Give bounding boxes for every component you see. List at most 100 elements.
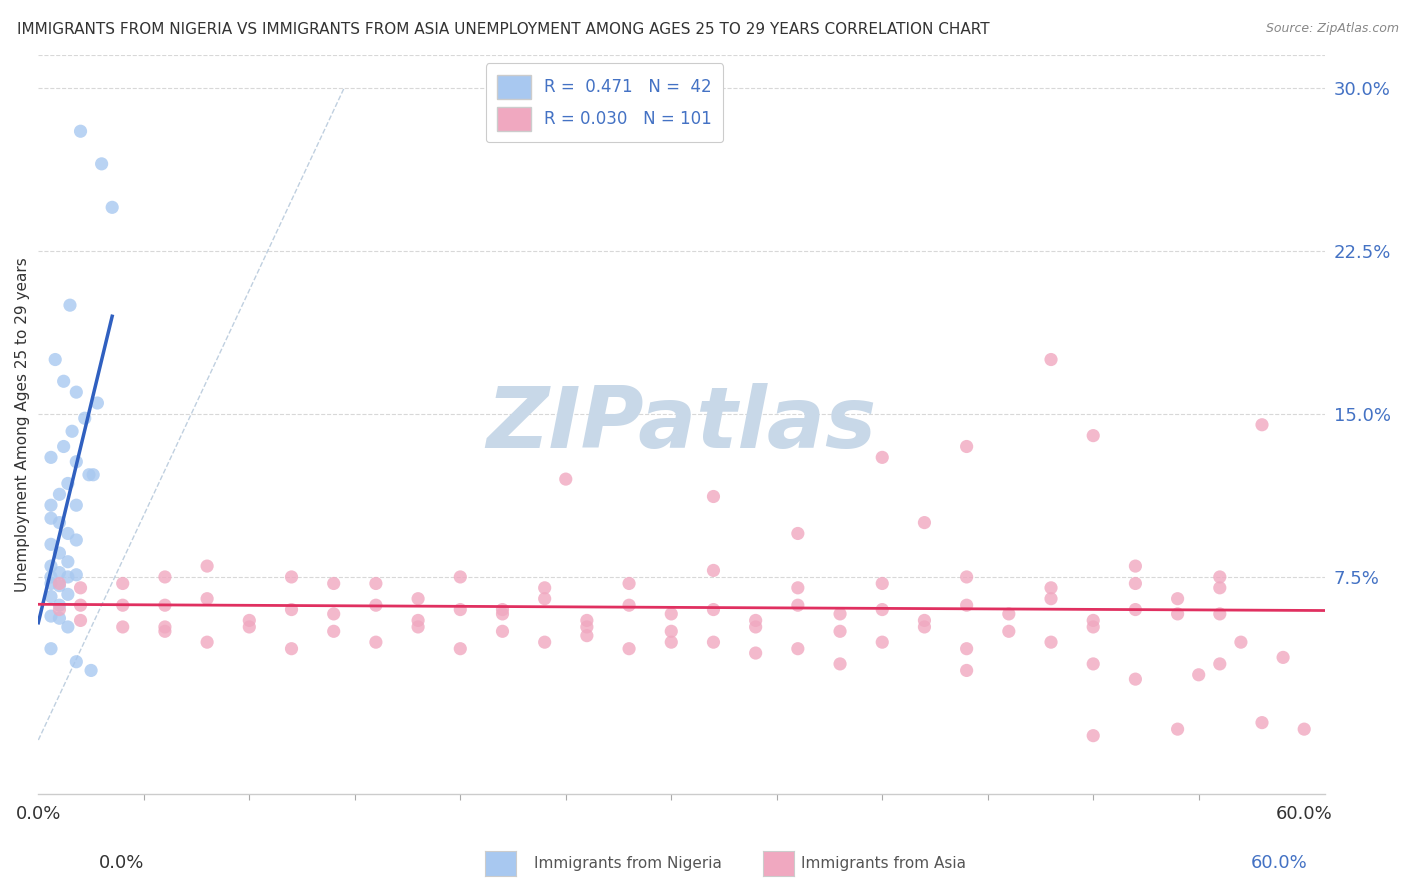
Point	[998, 624, 1021, 639]
Point	[1209, 607, 1232, 621]
Point	[39, 559, 62, 574]
Point	[69, 581, 91, 595]
Point	[1251, 715, 1274, 730]
Point	[491, 607, 513, 621]
Point	[153, 624, 176, 639]
Point	[449, 570, 471, 584]
Text: 0.0%: 0.0%	[98, 855, 143, 872]
Point	[449, 602, 471, 616]
Point	[1125, 672, 1147, 686]
Point	[322, 576, 344, 591]
Point	[56, 620, 79, 634]
Point	[48, 579, 70, 593]
Point	[956, 664, 979, 678]
Point	[1040, 635, 1063, 649]
Point	[1083, 620, 1105, 634]
Point	[617, 598, 640, 612]
Point	[1083, 428, 1105, 442]
Point	[533, 591, 555, 606]
Point	[39, 570, 62, 584]
Point	[153, 620, 176, 634]
Point	[828, 624, 851, 639]
Point	[406, 614, 429, 628]
Text: Source: ZipAtlas.com: Source: ZipAtlas.com	[1265, 22, 1399, 36]
Point	[870, 635, 893, 649]
Point	[659, 635, 682, 649]
Point	[1188, 667, 1211, 681]
Point	[65, 455, 87, 469]
Point	[65, 498, 87, 512]
Point	[69, 614, 91, 628]
Point	[870, 576, 893, 591]
Point	[39, 576, 62, 591]
Text: ZIPatlas: ZIPatlas	[486, 384, 877, 467]
Point	[111, 598, 134, 612]
Point	[1167, 607, 1189, 621]
Text: IMMIGRANTS FROM NIGERIA VS IMMIGRANTS FROM ASIA UNEMPLOYMENT AMONG AGES 25 TO 29: IMMIGRANTS FROM NIGERIA VS IMMIGRANTS FR…	[17, 22, 990, 37]
Point	[364, 635, 387, 649]
Point	[702, 490, 724, 504]
Point	[1125, 602, 1147, 616]
Point	[39, 511, 62, 525]
Point	[533, 635, 555, 649]
Point	[65, 567, 87, 582]
Point	[406, 620, 429, 634]
Point	[48, 576, 70, 591]
Legend: R =  0.471   N =  42, R = 0.030   N = 101: R = 0.471 N = 42, R = 0.030 N = 101	[485, 63, 724, 143]
Point	[659, 624, 682, 639]
Point	[52, 374, 75, 388]
Point	[554, 472, 576, 486]
Point	[39, 609, 62, 624]
Point	[1083, 729, 1105, 743]
Point	[322, 607, 344, 621]
Point	[73, 411, 96, 425]
Point	[491, 624, 513, 639]
Point	[1272, 650, 1295, 665]
Text: 60.0%: 60.0%	[1251, 855, 1308, 872]
Point	[111, 620, 134, 634]
Point	[280, 641, 302, 656]
Point	[39, 537, 62, 551]
Point	[912, 620, 935, 634]
Point	[56, 526, 79, 541]
Point	[56, 555, 79, 569]
Point	[1125, 576, 1147, 591]
Point	[69, 124, 91, 138]
Point	[39, 498, 62, 512]
Point	[828, 657, 851, 671]
Point	[786, 581, 808, 595]
Point	[617, 641, 640, 656]
Point	[744, 620, 766, 634]
Point	[1040, 581, 1063, 595]
Point	[80, 664, 103, 678]
Point	[59, 298, 82, 312]
Point	[702, 635, 724, 649]
Point	[48, 487, 70, 501]
Point	[195, 591, 218, 606]
Point	[1209, 657, 1232, 671]
Point	[1209, 581, 1232, 595]
Point	[48, 602, 70, 616]
Point	[870, 602, 893, 616]
Point	[449, 641, 471, 656]
Point	[1167, 722, 1189, 736]
Point	[870, 450, 893, 465]
Point	[65, 533, 87, 547]
Point	[1209, 570, 1232, 584]
Point	[364, 598, 387, 612]
Point	[1251, 417, 1274, 432]
Point	[111, 576, 134, 591]
Point	[101, 200, 124, 214]
Point	[65, 385, 87, 400]
Point	[406, 591, 429, 606]
Point	[1083, 657, 1105, 671]
Point	[56, 570, 79, 584]
Point	[322, 624, 344, 639]
Point	[1230, 635, 1253, 649]
Point	[48, 611, 70, 625]
Point	[52, 440, 75, 454]
Point	[238, 614, 260, 628]
Point	[912, 614, 935, 628]
Point	[280, 570, 302, 584]
Point	[828, 607, 851, 621]
